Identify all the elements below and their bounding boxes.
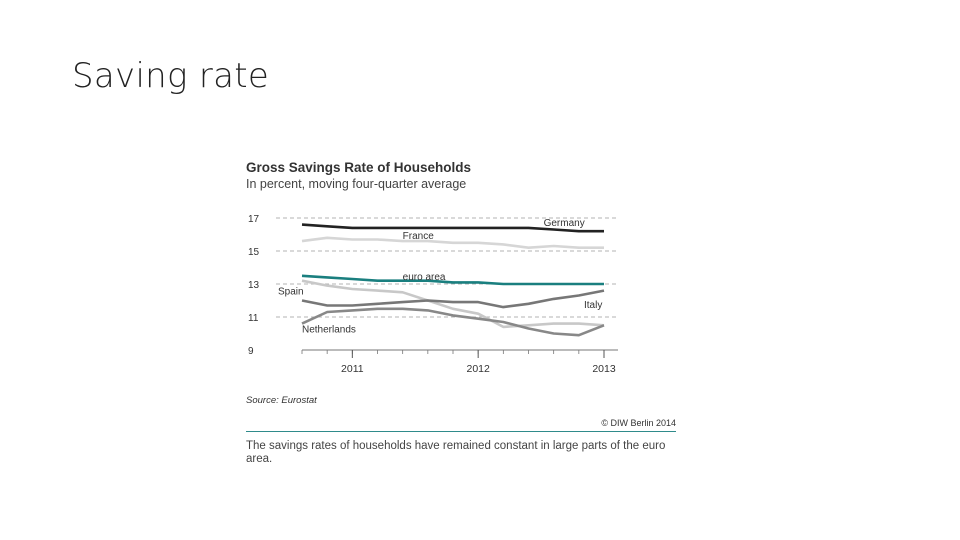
y-tick-label: 13 (248, 280, 260, 291)
chart-source: Source: Eurostat (246, 395, 317, 406)
y-tick-label: 15 (248, 247, 260, 258)
series-label-netherlands: Netherlands (302, 325, 356, 336)
chart-title: Gross Savings Rate of Households (246, 160, 472, 175)
chart-copyright: © DIW Berlin 2014 (601, 418, 676, 428)
chart-figure: Gross Savings Rate of Households In perc… (246, 160, 686, 480)
series-label-euro-area: euro area (403, 272, 446, 283)
x-tick-label: 2011 (341, 363, 364, 375)
caption-divider (246, 431, 676, 432)
x-tick-label: 2013 (592, 363, 616, 375)
y-tick-label: 17 (248, 214, 260, 225)
series-label-germany: Germany (544, 218, 585, 229)
line-chart: 9 11 13 15 17 2011 2012 2013 Germany France euro a… (248, 214, 618, 375)
series-label-spain: Spain (278, 287, 304, 298)
chart-caption: The savings rates of households have rem… (246, 440, 666, 465)
y-tick-label: 11 (248, 313, 259, 324)
slide-title: Saving rate (72, 56, 270, 96)
series-line-italy (301, 289, 605, 309)
series-line-netherlands (301, 307, 605, 337)
series-label-france: France (403, 231, 435, 242)
series-line-spain (301, 279, 605, 329)
series-line-germany (301, 223, 604, 233)
y-tick-label: 9 (248, 346, 254, 357)
x-tick-label: 2012 (466, 363, 490, 375)
series-label-italy: Italy (584, 300, 602, 311)
series-line-france (301, 236, 604, 249)
series-line-euro-area (301, 274, 604, 286)
chart-subtitle: In percent, moving four-quarter average (246, 177, 467, 191)
